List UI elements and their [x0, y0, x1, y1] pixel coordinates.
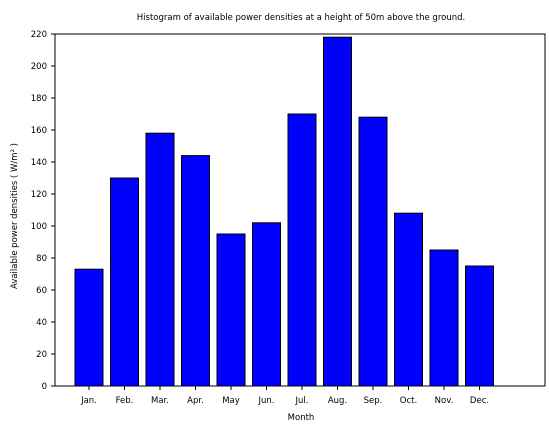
x-tick-label: Jul. — [295, 396, 309, 406]
bar-may — [216, 233, 246, 387]
y-tick-label: 40 — [36, 318, 47, 328]
x-axis-ticks: Jan. Feb. Mar. Apr. May Jun. Jul. Aug. Sep. Oct. N… — [80, 386, 489, 406]
x-tick-label: Oct. — [400, 396, 417, 406]
x-tick-label: Jun. — [258, 396, 275, 406]
x-tick-label: Sep. — [364, 396, 383, 406]
bar-nov — [429, 249, 459, 387]
y-tick-label: 0 — [42, 382, 47, 392]
bar-feb — [110, 177, 139, 387]
bar-jun — [252, 222, 281, 387]
y-tick-label: 180 — [31, 94, 47, 104]
y-tick-label: 160 — [31, 126, 47, 136]
bar-jul — [287, 113, 317, 387]
y-axis-ticks: 0 20 40 60 80 100 120 140 160 180 200 220 — [31, 30, 55, 392]
x-tick-label: Apr. — [187, 396, 204, 406]
y-tick-label: 80 — [36, 254, 47, 264]
y-axis-label: Available power densities ( W/m² ) — [10, 143, 20, 289]
x-tick-label: Jan. — [80, 396, 97, 406]
x-tick-label: Mar. — [151, 396, 169, 406]
chart-title: Histogram of available power densities a… — [137, 13, 465, 23]
y-tick-label: 200 — [31, 62, 47, 72]
bars-group — [74, 36, 494, 387]
bar-oct — [394, 212, 423, 387]
bar-aug — [323, 36, 352, 387]
x-axis-label: Month — [288, 413, 315, 422]
x-tick-label: Feb. — [116, 396, 134, 406]
y-tick-label: 20 — [36, 350, 47, 360]
y-tick-label: 220 — [31, 30, 47, 40]
y-tick-label: 60 — [36, 286, 47, 296]
x-tick-label: Dec. — [470, 396, 489, 406]
bar-sep — [358, 116, 388, 387]
bar-dec — [465, 265, 494, 387]
bar-jan — [74, 268, 104, 387]
bar-mar — [145, 132, 175, 387]
bar-apr — [181, 155, 210, 387]
y-tick-label: 100 — [31, 222, 47, 232]
plot-frame — [54, 33, 546, 387]
x-tick-label: May — [222, 396, 240, 406]
x-tick-label: Nov. — [435, 396, 454, 406]
x-tick-label: Aug. — [328, 396, 347, 406]
y-tick-label: 140 — [31, 158, 47, 168]
y-tick-label: 120 — [31, 190, 47, 200]
